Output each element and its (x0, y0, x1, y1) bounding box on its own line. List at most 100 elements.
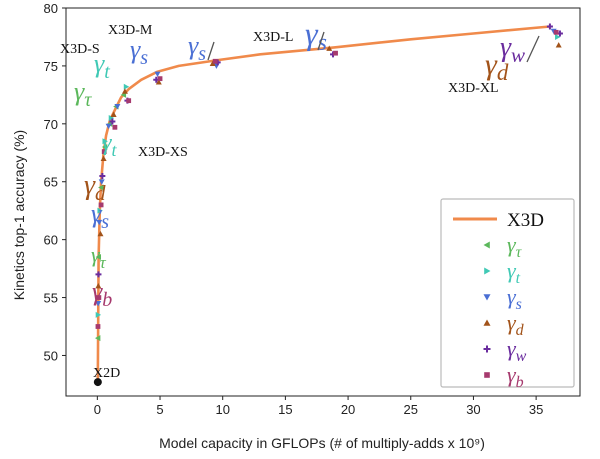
x-tick-label: 0 (94, 402, 101, 417)
gamma-subscript: s (140, 47, 148, 69)
scatter-point (333, 50, 338, 56)
x-tick-label: 10 (215, 402, 229, 417)
legend-marker (483, 345, 491, 353)
gamma-symbol: γ (92, 277, 103, 306)
scatter-point (110, 111, 117, 117)
y-tick-label: 80 (44, 1, 58, 16)
legend-marker (483, 241, 490, 249)
scatter-point (123, 83, 130, 90)
gamma-symbol: γ (94, 49, 105, 78)
scatter-point (121, 88, 128, 94)
scatter-point (555, 42, 562, 48)
chart-marks: 0 5 10 15 20 25 30 35 50 55 60 65 70 75 80 X2D X3D-XS X3D… (44, 1, 581, 417)
gamma-subscript: τ (84, 89, 92, 111)
scatter-point (546, 23, 553, 30)
x-tick-label: 5 (156, 402, 163, 417)
gamma-subscript: s (101, 211, 109, 233)
scatter-point (95, 254, 101, 261)
legend-x3d-label: X3D (507, 210, 544, 231)
scatter-point (108, 115, 115, 122)
x2d-start-point (93, 378, 102, 387)
scatter-point (109, 118, 116, 125)
gamma-symbol: γ (485, 48, 498, 81)
scatter-point (97, 207, 103, 214)
gamma-subscript: w (511, 43, 525, 67)
legend-gamma-symbol: γ (507, 336, 517, 361)
scatter-point (326, 45, 333, 51)
legend-gamma-symbol: γ (507, 362, 517, 387)
model-annotation-label: X2D (93, 366, 120, 381)
gamma-annotation-label: γs (91, 199, 109, 233)
y-tick-label: 60 (44, 233, 58, 248)
legend-entry-label: γs (507, 284, 522, 313)
y-tick-label: 55 (44, 291, 58, 306)
y-tick-label: 50 (44, 348, 58, 363)
model-annotation-label: X3D-XL (448, 81, 499, 96)
model-annotation-label: X3D-S (60, 42, 100, 57)
scatter-point (95, 324, 101, 329)
annotation-pointer (207, 41, 215, 61)
gamma-symbol: γ (74, 77, 85, 106)
gamma-annotation-label: γd (84, 170, 106, 205)
legend-marker (483, 319, 491, 326)
gamma-annotation-label: γt (94, 49, 110, 83)
legend-gamma-subscript: s (516, 296, 522, 313)
model-annotation-label: X3D-M (108, 23, 153, 38)
scatter-point (209, 60, 216, 66)
gamma-annotation-label: γt (102, 130, 117, 160)
gamma-subscript: d (95, 181, 106, 205)
gamma-symbol: γ (130, 35, 141, 64)
scatter-point (157, 76, 163, 82)
scatter-point (555, 33, 561, 40)
x-axis-label: Model capacity in GFLOPs (# of multiply-… (159, 435, 485, 451)
legend-marker (484, 372, 490, 378)
gamma-subscript: t (104, 61, 110, 83)
gamma-annotation-label: γs (188, 31, 206, 65)
scatter-point (95, 282, 102, 289)
x-tick-label: 30 (466, 402, 480, 417)
legend-box (440, 198, 575, 388)
scatter-point (553, 29, 559, 35)
scatter-point (114, 104, 121, 110)
legend-entry-label: γb (507, 362, 524, 391)
scatter-point (94, 335, 101, 342)
scatter-point (95, 300, 102, 307)
gamma-annotation-label: γd (485, 48, 509, 85)
scatter-point (100, 155, 107, 161)
x-tick-label: 20 (341, 402, 355, 417)
x-tick-label: 35 (529, 402, 543, 417)
scatter-series-d (95, 42, 562, 289)
gamma-subscript: s (198, 43, 206, 65)
annotation-pointer (526, 35, 540, 63)
legend-entry-label: γτ (507, 232, 523, 261)
scatter-point (96, 295, 102, 300)
y-tick-label: 65 (44, 175, 58, 190)
gamma-annotation-label: γb (92, 277, 112, 311)
gamma-subscript: t (111, 140, 117, 160)
plot-frame (65, 7, 581, 397)
gamma-annotation-label: γs (305, 15, 327, 56)
gamma-symbol: γ (84, 170, 96, 201)
legend-entry-label: γd (507, 310, 525, 339)
scatter-point (212, 58, 218, 64)
y-tick-label: 75 (44, 59, 58, 74)
scatter-point (126, 98, 132, 104)
legend-gamma-subscript: t (516, 270, 521, 287)
scatter-point (102, 138, 108, 145)
scatter-point (105, 123, 112, 130)
legend-entry-label: γt (507, 258, 521, 287)
gamma-annotation-label: γτ (74, 77, 92, 111)
scatter-point (101, 143, 108, 150)
scatter-point (97, 230, 104, 237)
scatter-point (99, 172, 106, 179)
scatter-point (95, 311, 102, 318)
legend-gamma-subscript: τ (516, 244, 523, 261)
gamma-symbol: γ (91, 199, 102, 228)
gamma-symbol: γ (305, 15, 319, 51)
x-tick-label: 15 (278, 402, 292, 417)
gamma-subscript: d (497, 60, 509, 85)
annotation-pointer (317, 31, 325, 51)
gamma-annotation-label: γw (500, 32, 525, 67)
